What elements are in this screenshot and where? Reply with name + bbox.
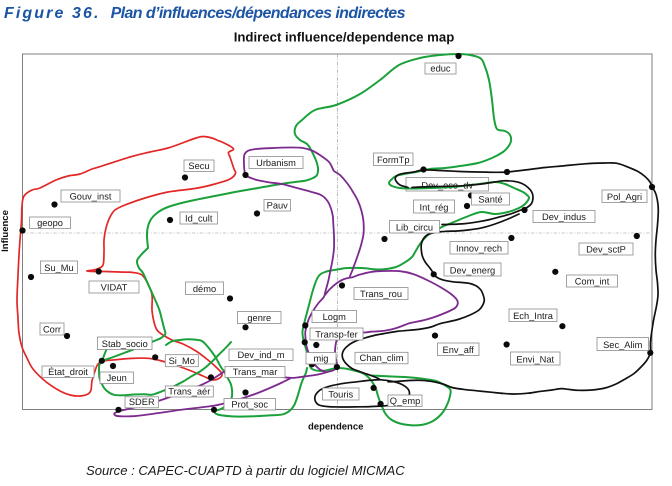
svg-text:Trans_rou: Trans_rou	[360, 289, 402, 299]
svg-text:Dev_sctP: Dev_sctP	[586, 244, 626, 254]
svg-text:Si_Mo: Si_Mo	[169, 356, 195, 366]
svg-text:Sec_Alim: Sec_Alim	[603, 340, 643, 350]
svg-text:Id_cult: Id_cult	[185, 213, 213, 223]
svg-text:dependence: dependence	[308, 422, 363, 433]
svg-text:État_droit: État_droit	[48, 366, 88, 377]
svg-text:Jeun: Jeun	[107, 373, 127, 383]
svg-text:Q_emp: Q_emp	[390, 396, 421, 406]
svg-text:Dev_eco_dv: Dev_eco_dv	[421, 180, 473, 190]
svg-text:Logm: Logm	[323, 312, 347, 322]
svg-text:mig: mig	[314, 353, 329, 363]
svg-text:Chan_clim: Chan_clim	[360, 353, 404, 363]
svg-text:Influence: Influence	[0, 210, 11, 252]
svg-text:Dev_ind_m: Dev_ind_m	[237, 350, 284, 360]
svg-text:Dev_indus: Dev_indus	[542, 212, 586, 222]
svg-text:genre: genre	[247, 313, 271, 323]
svg-text:Prot_soc: Prot_soc	[231, 399, 268, 409]
svg-text:Pol_Agri: Pol_Agri	[607, 192, 642, 202]
svg-text:Trans_aér: Trans_aér	[168, 386, 210, 396]
svg-text:Pauv: Pauv	[267, 200, 289, 210]
svg-text:Trans_mar: Trans_mar	[233, 367, 278, 377]
svg-text:Su_Mu: Su_Mu	[44, 263, 73, 273]
svg-text:educ: educ	[430, 63, 451, 73]
svg-text:démo: démo	[193, 284, 216, 294]
svg-text:Innov_rech: Innov_rech	[456, 243, 502, 253]
svg-text:Lib_circu: Lib_circu	[396, 222, 433, 232]
svg-text:Env_aff: Env_aff	[443, 345, 475, 355]
svg-text:VIDAT: VIDAT	[101, 282, 128, 292]
svg-text:Indirect influence/dependence: Indirect influence/dependence map	[234, 30, 455, 45]
svg-text:Dev_energ: Dev_energ	[450, 265, 495, 275]
svg-text:Com_int: Com_int	[575, 276, 610, 286]
svg-text:Envi_Nat: Envi_Nat	[516, 354, 554, 364]
svg-text:geopo: geopo	[37, 218, 63, 228]
svg-text:Santé: Santé	[478, 194, 502, 204]
svg-text:Gouv_inst: Gouv_inst	[70, 191, 112, 201]
svg-text:Stab_socio: Stab_socio	[102, 339, 148, 349]
svg-text:Urbanism: Urbanism	[256, 158, 296, 168]
svg-text:Corr: Corr	[43, 324, 61, 334]
svg-text:Secu: Secu	[188, 161, 209, 171]
svg-text:Touris: Touris	[328, 389, 353, 399]
svg-text:Transp-fer: Transp-fer	[315, 329, 358, 339]
svg-text:Ech_Intra: Ech_Intra	[513, 311, 554, 321]
svg-text:Int_rég: Int_rég	[420, 202, 449, 212]
svg-text:SDER: SDER	[129, 397, 155, 407]
svg-text:FormTp: FormTp	[377, 155, 410, 165]
